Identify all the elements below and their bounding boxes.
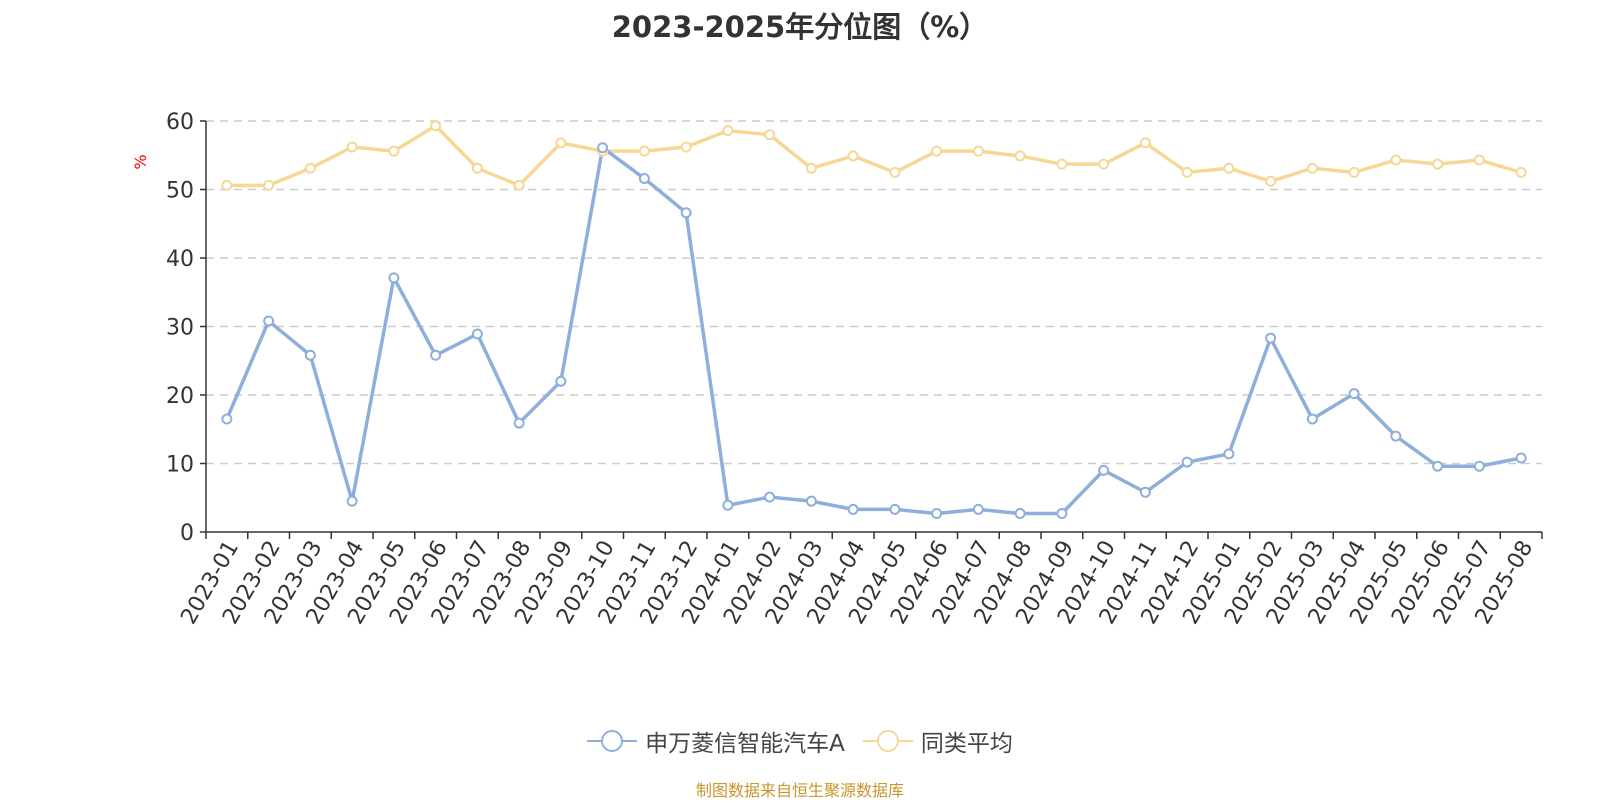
series-line-1 — [226, 124, 1522, 188]
y-tick-label: 30 — [166, 316, 194, 341]
data-point[interactable] — [1515, 452, 1527, 464]
data-point[interactable] — [1265, 332, 1277, 344]
data-point[interactable] — [680, 207, 692, 219]
data-point[interactable] — [430, 349, 442, 361]
data-point[interactable] — [513, 179, 525, 191]
data-point[interactable] — [1390, 430, 1402, 442]
data-point[interactable] — [1348, 388, 1360, 400]
legend-peer-average-label: 同类平均 — [920, 731, 1013, 757]
data-point[interactable] — [304, 349, 316, 361]
data-point[interactable] — [847, 503, 859, 515]
data-point[interactable] — [1181, 456, 1193, 468]
data-point[interactable] — [263, 179, 275, 191]
y-tick-label: 0 — [180, 521, 194, 546]
data-point[interactable] — [597, 142, 609, 154]
data-point[interactable] — [1473, 154, 1485, 166]
data-point[interactable] — [1348, 166, 1360, 178]
data-point[interactable] — [388, 272, 400, 284]
legend-peer-average-icon — [862, 730, 913, 752]
source-note: 制图数据来自恒生聚源数据库 — [695, 781, 904, 800]
y-tick-label: 60 — [166, 110, 194, 135]
data-point[interactable] — [1014, 150, 1026, 162]
data-point[interactable] — [1139, 486, 1151, 498]
data-point[interactable] — [346, 141, 358, 153]
data-point[interactable] — [972, 503, 984, 515]
data-point[interactable] — [471, 328, 483, 340]
data-point[interactable] — [221, 413, 233, 425]
data-point[interactable] — [1390, 154, 1402, 166]
data-point[interactable] — [430, 120, 442, 132]
data-point[interactable] — [555, 137, 567, 149]
data-point[interactable] — [1432, 158, 1444, 170]
data-point[interactable] — [304, 162, 316, 174]
data-point[interactable] — [722, 125, 734, 137]
y-tick-label: 50 — [166, 179, 194, 204]
y-axis-label: % — [131, 154, 150, 169]
y-tick-label: 40 — [166, 247, 194, 272]
data-point[interactable] — [1098, 158, 1110, 170]
series-line-0 — [225, 145, 1522, 516]
data-point[interactable] — [1515, 166, 1527, 178]
data-point[interactable] — [1223, 162, 1235, 174]
data-point[interactable] — [1473, 460, 1485, 472]
data-point[interactable] — [1306, 413, 1318, 425]
data-point[interactable] — [555, 375, 567, 387]
y-tick-label: 20 — [166, 384, 194, 409]
axes: 01020304050602023-012023-022023-032023-0… — [166, 110, 1543, 629]
legend-fund-label: 申万菱信智能汽车A — [645, 731, 845, 757]
data-point[interactable] — [1265, 175, 1277, 187]
data-point[interactable] — [1306, 162, 1318, 174]
legend-item-fund[interactable]: 申万菱信智能汽车A — [587, 724, 845, 758]
data-point[interactable] — [764, 129, 776, 141]
y-tick-label: 10 — [166, 453, 194, 478]
data-point[interactable] — [1014, 508, 1026, 520]
data-point[interactable] — [972, 145, 984, 157]
data-point[interactable] — [805, 162, 817, 174]
data-point[interactable] — [346, 495, 358, 507]
data-point[interactable] — [805, 495, 817, 507]
data-point[interactable] — [847, 150, 859, 162]
legend-item-peer-average[interactable]: 同类平均 — [862, 724, 1013, 758]
data-point[interactable] — [1056, 508, 1068, 520]
data-point[interactable] — [638, 173, 650, 185]
data-point[interactable] — [1223, 448, 1235, 460]
data-point[interactable] — [221, 179, 233, 191]
data-point[interactable] — [1432, 460, 1444, 472]
series-lines — [221, 120, 1527, 520]
data-point[interactable] — [889, 166, 901, 178]
data-point[interactable] — [471, 162, 483, 174]
chart-title: 2023-2025年分位图（%） — [611, 10, 989, 44]
data-point[interactable] — [1181, 166, 1193, 178]
data-point[interactable] — [513, 417, 525, 429]
data-point[interactable] — [889, 503, 901, 515]
data-point[interactable] — [931, 508, 943, 520]
data-point[interactable] — [764, 491, 776, 503]
data-point[interactable] — [680, 141, 692, 153]
data-point[interactable] — [1139, 137, 1151, 149]
data-point[interactable] — [388, 145, 400, 157]
data-point[interactable] — [263, 315, 275, 327]
data-point[interactable] — [1056, 158, 1068, 170]
legend: 申万菱信智能汽车A 同类平均 — [0, 724, 1600, 758]
data-point[interactable] — [722, 499, 734, 511]
legend-fund-icon — [587, 730, 638, 752]
data-point[interactable] — [1098, 464, 1110, 476]
gridlines — [206, 120, 1542, 465]
data-point[interactable] — [638, 145, 650, 157]
data-point[interactable] — [931, 145, 943, 157]
